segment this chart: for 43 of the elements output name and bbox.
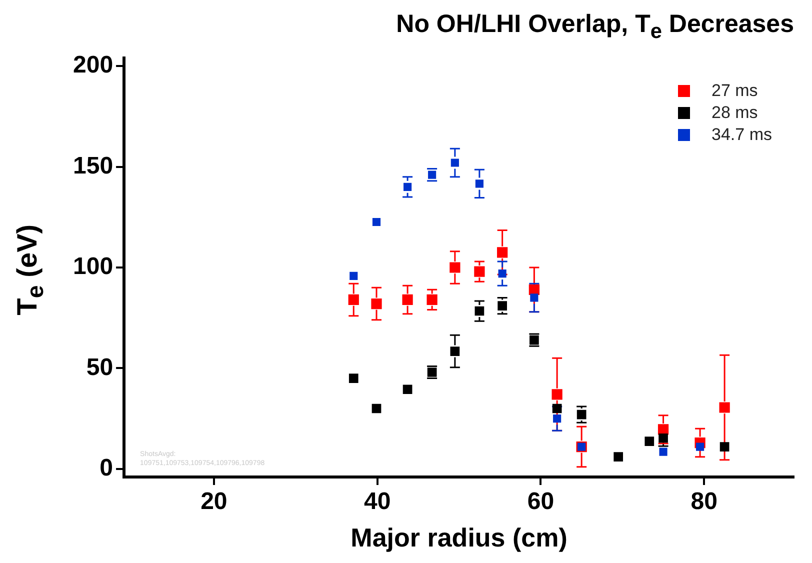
x-axis-title: Major radius (cm)	[350, 522, 568, 553]
legend-label: 28 ms	[712, 102, 758, 124]
point	[348, 374, 358, 383]
point	[696, 442, 704, 451]
point	[404, 182, 412, 191]
point	[402, 294, 413, 306]
point	[658, 424, 669, 435]
x-tick-label: 40	[364, 488, 391, 516]
point	[552, 389, 562, 400]
point	[474, 306, 484, 316]
point	[659, 448, 668, 456]
point	[450, 346, 460, 356]
point	[498, 270, 506, 278]
point	[348, 294, 359, 306]
y-tick-label: 150	[72, 152, 114, 180]
point	[720, 442, 730, 452]
point	[426, 294, 438, 306]
point	[402, 384, 412, 394]
x-tick-label: 80	[690, 488, 718, 516]
x-tick-label: 60	[527, 488, 554, 516]
point	[644, 436, 654, 446]
point	[474, 266, 485, 277]
point	[372, 218, 381, 226]
legend-label: 27 ms	[712, 80, 758, 102]
point	[614, 452, 624, 462]
point	[450, 262, 460, 273]
chart-title: No OH/LHI Overlap, T$_{e}$ Decreases	[396, 10, 794, 44]
point	[553, 414, 562, 423]
y-tick-label: 0	[100, 454, 114, 482]
x-tick-label: 20	[200, 488, 228, 516]
point	[719, 402, 730, 413]
point	[372, 404, 382, 414]
point	[530, 294, 538, 302]
y-tick-label: 50	[86, 354, 114, 381]
point	[552, 404, 562, 414]
point	[475, 180, 484, 188]
point	[450, 158, 459, 167]
point	[371, 298, 382, 310]
y-tick-label: 200	[72, 52, 114, 79]
point	[497, 247, 508, 258]
y-tick-label: 100	[72, 253, 114, 280]
legend-label: 34.7 ms	[712, 124, 772, 146]
point	[350, 272, 358, 280]
